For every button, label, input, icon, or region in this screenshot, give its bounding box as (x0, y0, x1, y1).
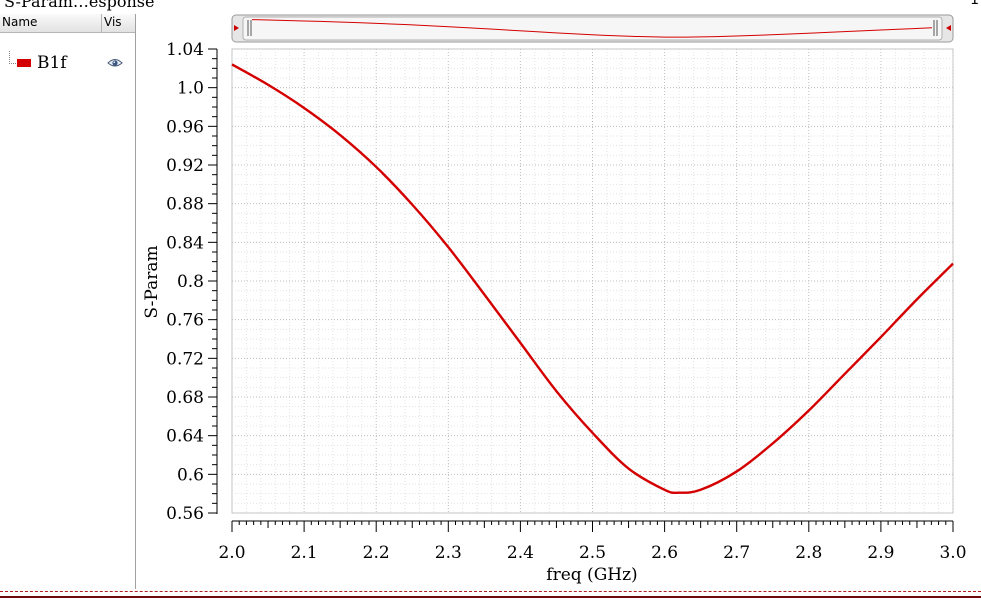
x-tick-label: 2.2 (363, 543, 390, 563)
legend-header-name[interactable]: Name (2, 15, 38, 29)
plot-labels: 0.56 0.6 0.64 0.68 0.72 0.76 0.8 0.84 0.88 0.92 0.… (142, 40, 967, 585)
x-axis-title: freq (GHz) (546, 565, 637, 585)
x-tick-label: 3.0 (939, 543, 966, 563)
window-title: S-Param…esponse (4, 0, 155, 11)
scroll-right-arrow-icon[interactable] (946, 25, 951, 31)
legend-item-b1f[interactable]: B1f (0, 51, 135, 74)
window-title-bar: S-Param…esponse 1 (0, 0, 981, 14)
x-tick-label: 2.6 (651, 543, 678, 563)
y-tick-label: 0.88 (166, 195, 204, 215)
y-tick-label: 0.84 (166, 233, 204, 253)
y-tick-label: 0.72 (166, 349, 204, 369)
scroll-left-arrow-icon[interactable] (234, 25, 239, 31)
trace-name: B1f (37, 53, 67, 73)
y-tick-label: 0.92 (166, 156, 204, 176)
legend-header-vis[interactable]: Vis (104, 15, 122, 29)
x-tick-label: 2.9 (867, 543, 894, 563)
right-handle-icon[interactable] (933, 20, 938, 36)
plot-series[interactable] (231, 63, 954, 495)
legend-header: Name Vis (0, 14, 135, 33)
y-tick-label: 0.8 (177, 272, 204, 292)
x-tick-label: 2.7 (723, 543, 750, 563)
x-tick-label: 2.8 (795, 543, 822, 563)
y-tick-label: 0.68 (166, 388, 204, 408)
corner-mark: 1 (970, 0, 979, 8)
legend-header-divider[interactable] (101, 14, 102, 32)
x-tick-label: 2.0 (218, 543, 245, 563)
trace-color-swatch (17, 59, 31, 67)
y-tick-label: 0.56 (166, 504, 204, 524)
x-tick-label: 2.1 (291, 543, 318, 563)
plot-grid (231, 48, 954, 514)
y-tick-label: 0.76 (166, 311, 204, 331)
y-axis-title: S-Param (142, 245, 162, 318)
series-line-b1f[interactable] (231, 63, 954, 495)
overview-scroller[interactable] (231, 14, 954, 43)
bottom-divider-dashed (0, 591, 981, 592)
bottom-divider-solid (0, 596, 981, 598)
y-tick-label: 1.0 (177, 79, 204, 99)
y-tick-label: 0.96 (166, 117, 204, 137)
y-tick-label: 0.64 (166, 427, 204, 447)
plot-axes (208, 48, 954, 532)
x-tick-label: 2.5 (579, 543, 606, 563)
overview-trace (251, 19, 933, 38)
x-tick-label: 2.4 (507, 543, 534, 563)
left-handle-icon[interactable] (247, 20, 252, 36)
y-tick-label: 1.04 (166, 40, 204, 60)
x-tick-label: 2.3 (435, 543, 462, 563)
y-tick-label: 0.6 (177, 465, 204, 485)
eye-icon[interactable] (107, 56, 123, 70)
legend-panel: Name Vis B1f (0, 14, 136, 589)
tree-connector (9, 51, 16, 64)
